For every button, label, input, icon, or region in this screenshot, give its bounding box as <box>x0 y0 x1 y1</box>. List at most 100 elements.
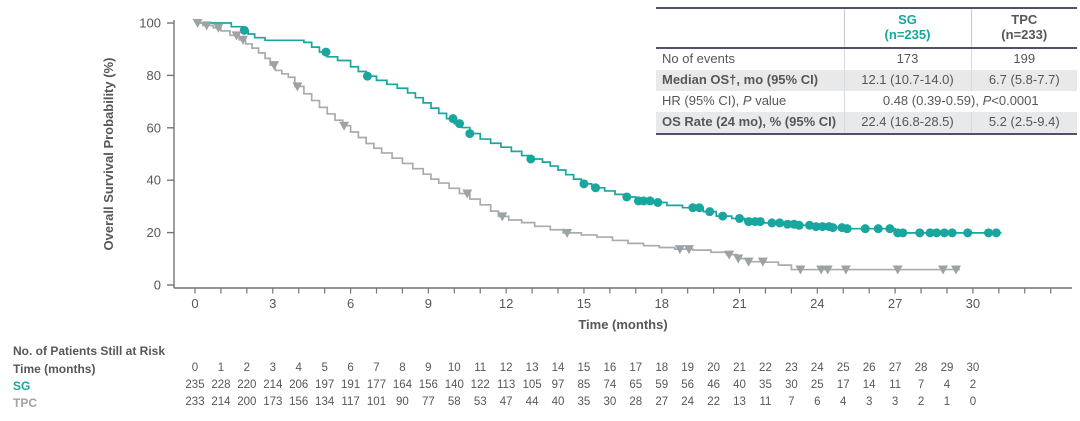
risk-row-time: Time (months) 0 1 2 3 4 5 6 7 8 9 10 11 12 13 14 15 16 17… <box>0 362 1080 377</box>
risk-time-value: 6 <box>347 362 354 374</box>
censor-mark-circle-sg <box>767 218 777 228</box>
summary-table: SG (n=235) TPC (n=233) No of events 173 … <box>656 7 1077 135</box>
censor-mark-triangle-tpc <box>816 265 827 275</box>
risk-count: 47 <box>499 396 513 408</box>
censor-mark-circle-sg <box>526 154 536 164</box>
censor-mark-circle-sg <box>718 211 728 221</box>
censor-mark-circle-sg <box>885 224 895 234</box>
risk-count: 228 <box>211 379 231 391</box>
hr-label-pre: HR (95% CI), <box>662 92 743 108</box>
risk-count: 0 <box>969 396 977 408</box>
risk-count: 4 <box>943 379 951 391</box>
risk-count: 14 <box>862 379 876 391</box>
risk-count: 7 <box>917 379 925 391</box>
risk-count: 101 <box>366 396 387 408</box>
risk-group-label-tpc: TPC <box>13 396 37 410</box>
summary-header-empty <box>656 7 844 49</box>
x-axis-title: Time (months) <box>578 317 667 332</box>
risk-count: 35 <box>577 396 591 408</box>
risk-count: 2 <box>917 396 925 408</box>
censor-mark-circle-sg <box>811 222 821 232</box>
risk-count: 11 <box>759 396 772 408</box>
risk-count: 3 <box>865 396 873 408</box>
tpc-header-name: TPC <box>1011 12 1038 27</box>
censor-mark-circle-sg <box>639 196 649 206</box>
censor-mark-circle-sg <box>983 228 993 238</box>
censor-mark-circle-sg <box>705 207 715 217</box>
risk-time-value: 10 <box>447 362 461 374</box>
hr-value-post: <0.0001 <box>991 92 1039 108</box>
censor-mark-circle-sg <box>963 228 973 238</box>
censor-mark-circle-sg <box>362 71 372 81</box>
risk-count: 233 <box>185 396 205 408</box>
risk-count: 235 <box>185 379 205 391</box>
x-tick-label: 24 <box>810 296 824 311</box>
risk-count: 117 <box>341 396 360 408</box>
censor-mark-triangle-tpc <box>724 250 735 260</box>
x-tick-label: 21 <box>732 296 746 311</box>
tpc-header-n: (n=233) <box>1001 26 1048 42</box>
risk-count: 46 <box>707 379 720 391</box>
risk-time-value: 1 <box>217 362 225 374</box>
row-os24-tpc: 5.2 (2.5-9.4) <box>970 111 1077 135</box>
risk-count: 25 <box>810 379 824 391</box>
risk-time-value: 16 <box>603 362 617 374</box>
risk-count: 65 <box>629 379 643 391</box>
censor-mark-circle-sg <box>755 217 765 227</box>
risk-count: 44 <box>525 396 539 408</box>
censor-mark-triangle-tpc <box>231 31 242 41</box>
hr-label-italic-p: P <box>742 92 752 108</box>
risk-time-value: 12 <box>499 362 513 374</box>
risk-time-value: 15 <box>577 362 591 374</box>
censor-mark-circle-sg <box>794 220 804 230</box>
risk-time-value: 27 <box>888 362 902 374</box>
x-tick-label: 3 <box>269 296 276 311</box>
risk-count: 6 <box>814 396 821 408</box>
censor-mark-circle-sg <box>321 47 331 57</box>
censor-mark-triangle-tpc <box>674 245 685 255</box>
censor-mark-triangle-tpc <box>757 257 768 267</box>
censor-mark-circle-sg <box>653 197 663 207</box>
risk-time-value: 21 <box>733 362 746 374</box>
risk-count: 28 <box>629 396 643 408</box>
risk-count: 214 <box>263 379 283 391</box>
summary-header-sg: SG (n=235) <box>843 7 971 49</box>
risk-count: 11 <box>889 379 902 391</box>
risk-count: 90 <box>396 396 409 408</box>
censor-mark-circle-sg <box>454 119 464 129</box>
risk-count: 177 <box>366 379 387 391</box>
risk-time-value: 23 <box>784 362 798 374</box>
censor-mark-circle-sg <box>465 129 475 139</box>
risk-group-label-sg: SG <box>13 379 31 393</box>
censor-mark-circle-sg <box>818 222 828 232</box>
censor-mark-triangle-tpc <box>269 61 280 71</box>
x-tick-label: 27 <box>888 296 902 311</box>
risk-count: 122 <box>470 379 490 391</box>
risk-count: 197 <box>315 379 335 391</box>
row-os24-sg: 22.4 (16.8-28.5) <box>843 111 971 135</box>
risk-count: 59 <box>655 379 669 391</box>
risk-count: 77 <box>421 396 435 408</box>
risk-time-value: 26 <box>862 362 876 374</box>
row-hr-value: 0.48 (0.39-0.59), P<0.0001 <box>843 90 1077 112</box>
risk-count: 113 <box>496 379 516 391</box>
risk-count: 191 <box>340 379 361 391</box>
risk-count: 200 <box>237 396 257 408</box>
hr-label-post: value <box>751 92 787 108</box>
risk-count: 214 <box>211 396 231 408</box>
censor-mark-circle-sg <box>932 228 942 238</box>
risk-count: 22 <box>707 396 720 408</box>
risk-count: 134 <box>315 396 335 408</box>
risk-time-value: 5 <box>321 362 328 374</box>
y-tick-label: 80 <box>147 68 161 83</box>
risk-count: 156 <box>418 379 438 391</box>
risk-count: 24 <box>681 396 695 408</box>
censor-mark-circle-sg <box>694 203 704 213</box>
risk-count: 30 <box>784 379 798 391</box>
censor-mark-circle-sg <box>591 183 601 193</box>
risk-count: 13 <box>733 396 746 408</box>
x-tick-label: 12 <box>499 296 513 311</box>
censor-mark-triangle-tpc <box>683 245 694 255</box>
summary-table-wrapper: SG (n=235) TPC (n=233) No of events 173 … <box>656 7 1077 135</box>
